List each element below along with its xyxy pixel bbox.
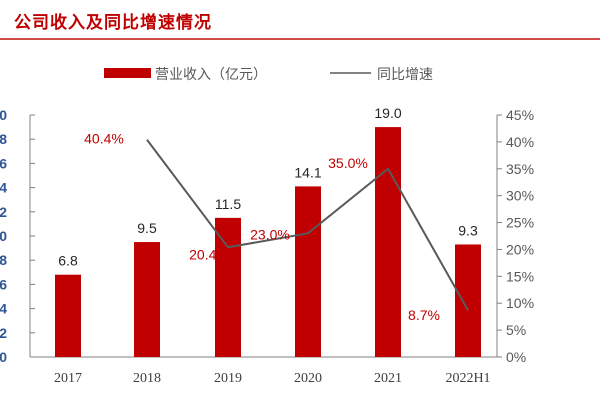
right-tick-label: 5% <box>506 322 526 338</box>
growth-value-label: 35.0% <box>328 155 368 171</box>
revenue-value-label: 9.3 <box>458 222 478 238</box>
revenue-bar <box>55 274 81 357</box>
growth-value-label: 23.0% <box>250 226 290 242</box>
growth-value-label: 40.4% <box>84 131 124 147</box>
legend-bar-label: 营业收入（亿元） <box>155 66 267 82</box>
left-tick-label: 2 <box>0 325 7 341</box>
right-tick-label: 45% <box>506 107 534 123</box>
left-tick-label: 16 <box>0 155 7 171</box>
growth-value-label: 8.7% <box>408 307 440 323</box>
left-tick-label: 18 <box>0 131 7 147</box>
left-tick-label: 14 <box>0 180 7 196</box>
title-divider <box>0 38 600 40</box>
left-tick-label: 4 <box>0 301 7 317</box>
revenue-value-label: 6.8 <box>58 253 78 269</box>
right-tick-label: 40% <box>506 134 534 150</box>
x-tick-label: 2017 <box>54 371 82 386</box>
left-tick-label: 20 <box>0 107 7 123</box>
left-tick-label: 8 <box>0 252 7 268</box>
right-tick-label: 10% <box>506 295 534 311</box>
legend-bar-swatch <box>104 68 151 78</box>
right-tick-label: 20% <box>506 241 534 257</box>
right-tick-label: 0% <box>506 349 526 365</box>
right-tick-label: 35% <box>506 161 534 177</box>
revenue-value-label: 11.5 <box>215 196 241 212</box>
left-tick-label: 6 <box>0 276 7 292</box>
legend-line-label: 同比增速 <box>377 66 433 82</box>
revenue-bar <box>134 242 160 357</box>
revenue-bar <box>455 244 481 357</box>
x-tick-label: 2022H1 <box>445 371 490 386</box>
right-tick-label: 15% <box>506 268 534 284</box>
left-tick-label: 12 <box>0 204 7 220</box>
x-tick-label: 2018 <box>133 371 161 386</box>
revenue-value-label: 14.1 <box>294 164 321 180</box>
revenue-value-label: 9.5 <box>137 220 157 236</box>
revenue-bar <box>375 127 401 357</box>
revenue-value-label: 19.0 <box>374 105 401 121</box>
x-tick-label: 2019 <box>214 371 242 386</box>
right-tick-label: 30% <box>506 188 534 204</box>
left-tick-label: 0 <box>0 349 7 365</box>
chart-title: 公司收入及同比增速情况 <box>14 13 212 33</box>
revenue-bar <box>295 186 321 357</box>
left-tick-label: 10 <box>0 228 7 244</box>
x-tick-label: 2020 <box>294 371 322 386</box>
x-tick-label: 2021 <box>374 371 402 386</box>
growth-value-label: 20.4% <box>189 246 229 262</box>
revenue-bar <box>215 217 241 357</box>
right-tick-label: 25% <box>506 215 534 231</box>
